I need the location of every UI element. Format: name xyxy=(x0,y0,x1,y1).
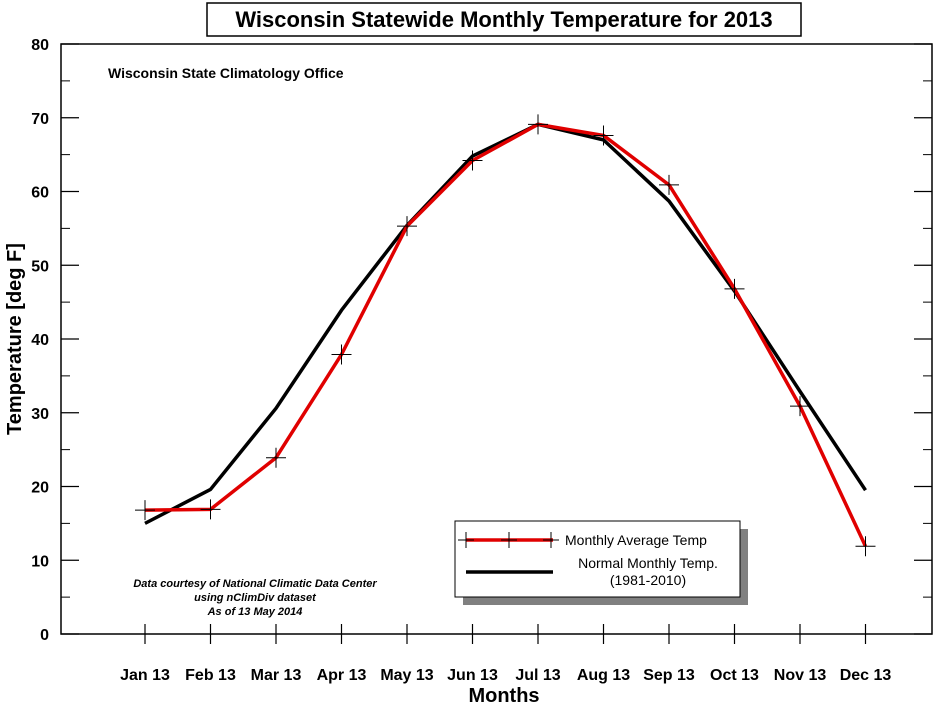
chart-subtitle: Wisconsin State Climatology Office xyxy=(108,65,344,81)
legend-label-monthly-average: Monthly Average Temp xyxy=(565,532,707,548)
series-layer xyxy=(135,114,876,557)
legend-box xyxy=(454,520,741,598)
y-tick-label: 40 xyxy=(31,332,49,349)
y-axis-title: Temperature [deg F] xyxy=(4,243,26,435)
x-tick-label: Jul 13 xyxy=(515,667,560,684)
x-tick-label: Feb 13 xyxy=(185,667,236,684)
y-tick-label: 70 xyxy=(31,111,49,128)
x-tick-label: Apr 13 xyxy=(317,667,367,684)
chart-title: Wisconsin Statewide Monthly Temperature … xyxy=(235,7,772,32)
monthly-average-line xyxy=(144,122,868,547)
legend: Monthly Average Temp Normal Monthly Temp… xyxy=(454,520,748,605)
y-tick-label: 10 xyxy=(31,553,49,570)
y-tick-label: 80 xyxy=(31,37,49,54)
x-tick-label: Mar 13 xyxy=(251,667,302,684)
x-tick-label: Jun 13 xyxy=(447,667,498,684)
y-tick-label: 60 xyxy=(31,185,49,202)
y-tick-label: 20 xyxy=(31,480,49,497)
x-tick-label: Dec 13 xyxy=(840,667,892,684)
y-tick-label: 50 xyxy=(31,258,49,275)
normal-monthly-line xyxy=(144,122,867,525)
x-tick-label: Nov 13 xyxy=(774,667,827,684)
x-tick-label: Aug 13 xyxy=(577,667,630,684)
x-axis-title: Months xyxy=(468,685,539,707)
legend-label-normal-period: (1981-2010) xyxy=(610,572,686,588)
title-box xyxy=(206,2,802,37)
x-tick-label: Sep 13 xyxy=(643,667,695,684)
x-tick-label: Oct 13 xyxy=(710,667,759,684)
y-tick-label: 30 xyxy=(31,406,49,423)
legend-label-normal: Normal Monthly Temp. xyxy=(578,555,718,571)
y-tick-label: 0 xyxy=(40,627,49,644)
data-note-line-2: using nClimDiv dataset xyxy=(194,592,317,604)
x-tick-label: Jan 13 xyxy=(120,667,170,684)
data-note-line-3: As of 13 May 2014 xyxy=(207,606,303,618)
axes-layer: 0 10 20 30 40 50 60 70 80 Jan 13 Feb 13 Mar 13 Apr 1… xyxy=(31,37,932,684)
x-tick-label: May 13 xyxy=(380,667,433,684)
data-note-line-1: Data courtesy of National Climatic Data … xyxy=(133,578,377,590)
legend-swatches xyxy=(458,532,559,574)
